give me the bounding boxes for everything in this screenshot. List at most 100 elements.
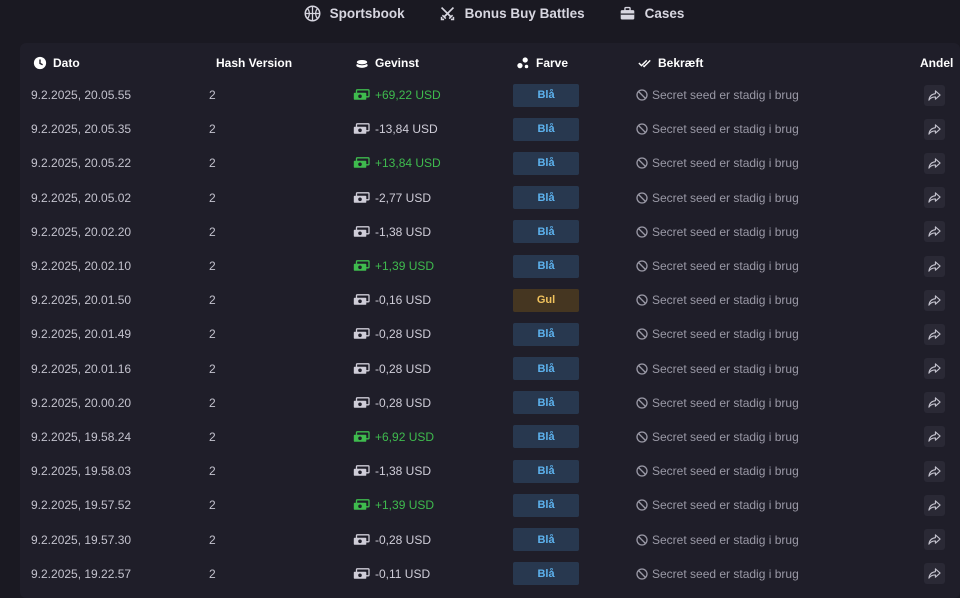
color-cell: Blå [513,181,579,215]
share-button[interactable] [924,323,945,345]
win-amount-value: -2,77 USD [375,190,432,205]
win-amount: +13,84 USD [353,146,441,180]
ban-icon [636,397,648,409]
share-cell [924,352,945,386]
double-check-icon [638,59,651,68]
share-button[interactable] [924,289,945,311]
verify-status-text: Secret seed er stadig i brug [652,498,799,513]
basketball-icon [304,5,321,21]
table-row: 9.2.2025, 20.05.55 2 +69,22 USD Blå Secr… [20,78,960,112]
share-icon [928,260,941,272]
share-button[interactable] [924,529,945,551]
cash-icon [353,191,370,203]
verify-status: Secret seed er stadig i brug [636,181,799,215]
color-cell: Blå [513,352,579,386]
hash-version: 2 [209,224,216,239]
ban-icon [636,533,648,546]
color-cell: Blå [513,557,579,591]
verify-status-text: Secret seed er stadig i brug [652,88,799,103]
nav-sportsbook[interactable]: Sportsbook [304,5,405,22]
bet-date: 9.2.2025, 19.58.24 [31,429,132,444]
cash-icon [353,294,370,306]
verify-status-text: Secret seed er stadig i brug [652,395,799,410]
table-row: 9.2.2025, 19.22.57 2 -0,11 USD Blå Secre… [20,557,960,591]
share-button[interactable] [924,255,945,277]
share-button[interactable] [924,563,945,585]
share-button[interactable] [924,221,945,243]
win-amount: -13,84 USD [353,112,438,146]
share-icon [928,363,941,374]
hash-version: 2 [209,429,216,444]
hash-version: 2 [209,122,216,137]
cash-icon [353,396,370,408]
table-row: 9.2.2025, 19.58.24 2 +6,92 USD Blå Secre… [20,420,960,454]
share-cell [924,386,945,420]
table-row: 9.2.2025, 19.57.52 2 +1,39 USD Blå Secre… [20,488,960,522]
hash-version: 2 [209,498,216,513]
ban-icon [636,89,648,101]
win-amount-value: +1,39 USD [375,498,435,513]
share-button[interactable] [924,118,945,140]
share-button[interactable] [924,494,945,516]
dots-icon [517,57,529,69]
win-amount-value: -0,16 USD [375,293,432,308]
share-cell [924,78,945,112]
share-icon [928,124,941,135]
nav-label: Sportsbook [329,5,405,21]
table-header: Dato Hash Version Gevinst Farve Bekræft … [20,43,960,83]
color-cell: Blå [513,454,579,488]
color-cell: Gul [513,283,579,317]
header-share-label: Andel [920,56,954,70]
cash-icon [353,362,370,374]
hash-version: 2 [209,259,216,274]
color-badge: Blå [513,493,579,517]
share-button[interactable] [924,84,945,106]
color-cell: Blå [513,420,579,454]
color-cell: Blå [513,215,579,249]
share-icon [928,226,941,238]
bet-date: 9.2.2025, 20.00.20 [31,395,132,410]
share-button[interactable] [924,187,945,209]
header-color: Farve [516,56,568,70]
verify-status: Secret seed er stadig i brug [636,522,799,556]
hash-version: 2 [209,464,216,479]
share-cell [924,522,945,556]
win-amount: +69,22 USD [353,78,441,112]
share-icon [928,158,941,169]
win-amount-value: -13,84 USD [375,122,438,137]
share-button[interactable] [924,392,945,414]
table-row: 9.2.2025, 20.01.16 2 -0,28 USD Blå Secre… [20,352,960,386]
win-amount-value: -0,28 USD [375,327,432,342]
share-button[interactable] [924,460,945,482]
verify-status-text: Secret seed er stadig i brug [652,464,799,479]
color-badge: Blå [513,562,579,586]
header-win: Gevinst [355,56,419,70]
coins-icon [355,59,369,68]
share-icon [928,89,941,101]
win-amount-value: -0,11 USD [375,566,431,581]
hash-version: 2 [209,190,216,205]
bet-date: 9.2.2025, 19.57.52 [31,498,132,513]
table-row: 9.2.2025, 20.05.35 2 -13,84 USD Blå Secr… [20,112,960,146]
share-button[interactable] [924,426,945,448]
share-icon [928,500,941,511]
ban-icon [636,499,648,511]
share-button[interactable] [924,152,945,174]
win-amount: +1,39 USD [353,488,434,522]
ban-icon [636,294,648,306]
color-badge: Blå [513,220,579,244]
header-date-label: Dato [53,56,80,70]
nav-label: Bonus Buy Battles [464,5,585,21]
table-row: 9.2.2025, 20.05.02 2 -2,77 USD Blå Secre… [20,181,960,215]
top-navigation: Sportsbook Bonus Buy Battles Cases [0,0,960,26]
cash-icon [353,499,370,511]
win-amount-value: +69,22 USD [375,88,441,103]
nav-cases[interactable]: Cases [619,5,684,22]
color-badge: Blå [513,186,579,210]
verify-status-text: Secret seed er stadig i brug [652,429,799,444]
share-button[interactable] [924,358,945,380]
hash-version: 2 [209,361,216,376]
nav-bonus-buy-battles[interactable]: Bonus Buy Battles [439,5,585,22]
clock-icon [33,56,47,70]
color-badge: Gul [513,288,579,312]
